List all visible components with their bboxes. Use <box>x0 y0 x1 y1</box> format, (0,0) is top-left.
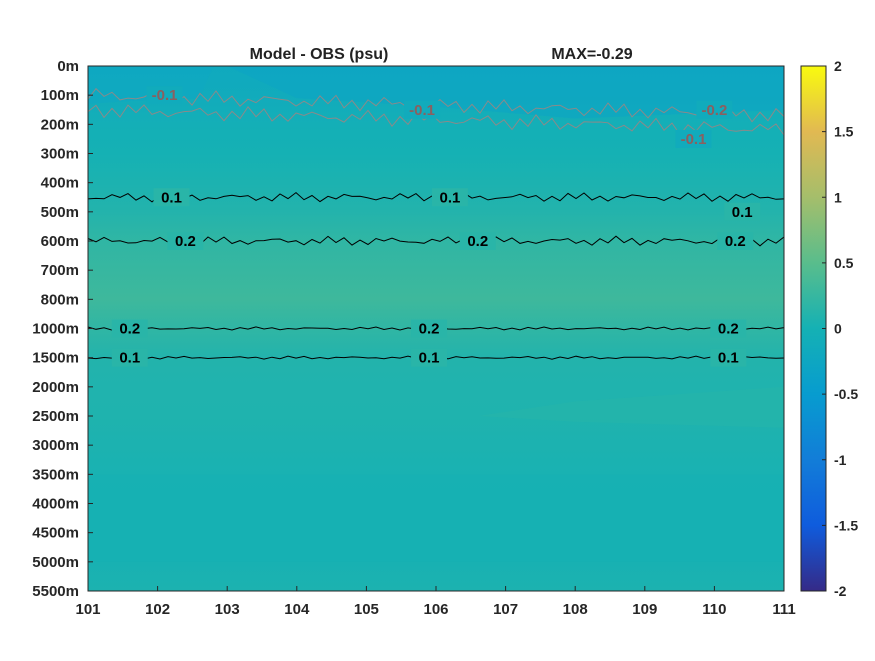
contour-label: 0.2 <box>175 233 196 250</box>
contour-label-bg <box>411 319 448 338</box>
colorbar-tick-label: -0.5 <box>834 386 858 402</box>
x-tick-label: 101 <box>75 601 100 618</box>
y-tick-label: 100m <box>41 87 79 104</box>
y-tick-label: 3500m <box>32 466 79 483</box>
contour-label-bg <box>675 129 712 148</box>
contour-label: 0.1 <box>119 350 140 367</box>
chart-title: Model - OBS (psu) <box>250 46 389 63</box>
contour-label: 0.2 <box>718 321 739 338</box>
y-tick-label: 4000m <box>32 496 79 513</box>
x-tick-label: 106 <box>423 601 448 618</box>
colorbar-tick-label: 1 <box>834 189 842 205</box>
contour-label-bg <box>111 348 148 367</box>
x-tick-label: 107 <box>493 601 518 618</box>
contour-label: 0.1 <box>161 189 182 206</box>
colorbar-tick-label: -1.5 <box>834 517 858 533</box>
contour-label-bg <box>724 202 761 221</box>
y-tick-label: 600m <box>41 233 79 250</box>
contour-label: -0.1 <box>681 131 707 148</box>
colorbar-tick-label: 2 <box>834 58 842 74</box>
x-tick-label: 109 <box>632 601 657 618</box>
x-tick-label: 103 <box>215 601 240 618</box>
contour-label-bg <box>431 188 468 207</box>
colorbar-ticks: 2 1.5 1 0.5 0 -0.5 -1 -1.5 -2 <box>822 58 858 599</box>
contour-label-bg <box>411 348 448 367</box>
x-tick-label: 108 <box>563 601 588 618</box>
patch-deep-tongue <box>477 386 784 428</box>
y-tick-label: 400m <box>41 175 79 192</box>
y-tick-label: 200m <box>41 116 79 133</box>
y-tick-label: 1500m <box>32 350 79 367</box>
contour-label: 0.2 <box>119 321 140 338</box>
y-tick-label: 3000m <box>32 437 79 454</box>
x-tick-label: 110 <box>702 601 726 618</box>
x-tick-label: 105 <box>354 601 379 618</box>
contour-label: 0.2 <box>467 233 488 250</box>
contour-label-bg <box>111 319 148 338</box>
chart-subtitle: MAX=-0.29 <box>551 46 632 63</box>
contour-label-bg <box>459 232 496 250</box>
y-tick-label: 500m <box>41 204 79 221</box>
contour-label-bg <box>404 100 441 119</box>
x-axis-ticks: 101 102 103 104 105 106 107 108 109 110 111 <box>75 586 796 618</box>
y-tick-label: 700m <box>41 262 79 279</box>
contour-label: 0.1 <box>439 189 460 206</box>
y-tick-label: 800m <box>41 291 79 308</box>
contour-label-bg <box>146 86 183 105</box>
contour-label: -0.1 <box>409 102 435 119</box>
contour-labels: -0.1 -0.1 -0.1 -0.2 0.1 0.1 0.1 0.2 0.2 0.2 0.2 0.2… <box>111 86 761 367</box>
heatmap-patches <box>88 66 784 562</box>
contour-label: -0.2 <box>701 102 727 119</box>
y-tick-label: 0m <box>57 58 79 75</box>
contour-line <box>87 235 785 247</box>
y-tick-label: 2500m <box>32 408 79 425</box>
colorbar-tick-label: 1.5 <box>834 124 854 140</box>
x-tick-label: 111 <box>772 601 795 618</box>
colorbar-tick-label: 0.5 <box>834 255 854 271</box>
y-tick-label: 1000m <box>32 321 79 338</box>
colorbar-tick-label: -1 <box>834 452 847 468</box>
contour-label: 0.1 <box>419 350 440 367</box>
y-tick-label: 5500m <box>32 583 79 600</box>
contour-label-bg <box>167 232 204 250</box>
patch-low-surface <box>227 66 784 119</box>
x-tick-label: 104 <box>284 601 310 618</box>
colorbar-tick-label: -2 <box>834 583 847 599</box>
contour-label: 0.1 <box>732 204 753 221</box>
colorbar: 2 1.5 1 0.5 0 -0.5 -1 -1.5 -2 <box>800 58 858 599</box>
y-axis-ticks: 0m 100m 200m 300m 400m 500m 600m 700m 800m 1000m 1… <box>32 58 93 600</box>
y-tick-label: 4500m <box>32 525 79 542</box>
contour-label-bg <box>717 232 754 250</box>
y-tick-label: 2000m <box>32 379 79 396</box>
contour-label-bg <box>153 188 190 207</box>
contour-label-bg <box>696 100 733 119</box>
plot-area: -0.1 -0.1 -0.1 -0.2 0.1 0.1 0.1 0.2 0.2 0.2 0.2 0.2… <box>87 65 785 592</box>
x-tick-label: 102 <box>145 601 170 618</box>
colorbar-tick-label: 0 <box>834 321 842 337</box>
y-tick-label: 5000m <box>32 554 79 571</box>
colorbar-scale <box>800 65 827 592</box>
contour-label: -0.1 <box>152 87 178 104</box>
contour-label: 0.2 <box>419 321 440 338</box>
contour-label: 0.1 <box>718 350 739 367</box>
contour-label: 0.2 <box>725 233 746 250</box>
contour-label-bg <box>710 348 747 367</box>
contour-label-bg <box>710 319 747 338</box>
y-tick-label: 300m <box>41 146 79 163</box>
patch-low-deep <box>88 474 784 562</box>
